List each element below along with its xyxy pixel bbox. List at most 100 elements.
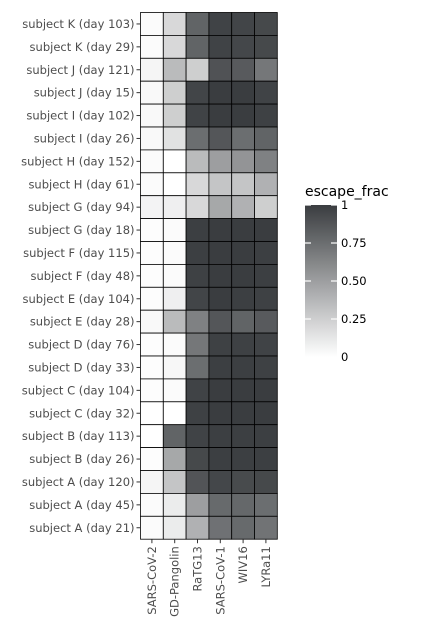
y-tick-label: subject A (day 21) bbox=[29, 521, 134, 535]
heatmap-cell bbox=[162, 35, 187, 59]
heatmap-cell bbox=[208, 378, 233, 403]
legend-tick-label: 1 bbox=[341, 198, 348, 212]
heatmap-cell bbox=[254, 241, 278, 265]
y-tick-label: subject C (day 104) bbox=[22, 383, 135, 397]
heatmap-cell bbox=[254, 470, 278, 494]
y-tick-label: subject I (day 26) bbox=[34, 131, 135, 145]
heatmap-cell bbox=[208, 470, 233, 494]
heatmap-cell bbox=[208, 424, 233, 449]
heatmap-cell bbox=[185, 241, 210, 265]
heatmap-cell bbox=[231, 263, 255, 288]
heatmap-cell bbox=[140, 57, 164, 82]
heatmap-cell bbox=[185, 263, 210, 288]
heatmap-cell bbox=[254, 447, 278, 471]
heatmap-cell bbox=[185, 218, 210, 242]
legend-title: escape_frac bbox=[305, 184, 389, 200]
heatmap-cell bbox=[231, 241, 255, 265]
heatmap-cell bbox=[162, 424, 187, 449]
y-axis-labels: subject K (day 103) subject K (day 29) sub… bbox=[21, 17, 141, 535]
heatmap-cell bbox=[140, 355, 164, 380]
heatmap-cell bbox=[231, 470, 255, 494]
heatmap-cell bbox=[231, 515, 255, 540]
heatmap-cell bbox=[162, 126, 187, 151]
y-tick-label: subject F (day 115) bbox=[23, 246, 134, 260]
heatmap-cell bbox=[162, 401, 187, 426]
heatmap-cell bbox=[231, 57, 255, 82]
heatmap-cell bbox=[140, 218, 164, 242]
heatmap-cell bbox=[231, 401, 255, 426]
heatmap-cell bbox=[185, 149, 210, 174]
heatmap-cell bbox=[208, 195, 233, 219]
heatmap-cell bbox=[185, 332, 210, 357]
y-tick-label: subject I (day 102) bbox=[26, 109, 134, 123]
x-tick-label: LYRa11 bbox=[259, 546, 273, 587]
x-tick-label: GD-Pangolin bbox=[168, 546, 182, 617]
legend-tick-label: 0.75 bbox=[341, 236, 367, 250]
heatmap-cell bbox=[208, 492, 233, 517]
y-tick-label: subject G (day 18) bbox=[28, 223, 134, 237]
heatmap-cell bbox=[162, 378, 187, 403]
y-tick-label: subject B (day 26) bbox=[29, 452, 134, 466]
heatmap-cell bbox=[208, 57, 233, 82]
heatmap-cell bbox=[208, 401, 233, 426]
heatmap-cell bbox=[162, 470, 187, 494]
heatmap-cell bbox=[231, 492, 255, 517]
heatmap-cell bbox=[140, 195, 164, 219]
y-tick-label: subject E (day 104) bbox=[23, 292, 135, 306]
heatmap-cell bbox=[162, 149, 187, 174]
heatmap-cell bbox=[162, 241, 187, 265]
heatmap-cell bbox=[140, 515, 164, 540]
heatmap-cell bbox=[254, 80, 278, 105]
heatmap-cell bbox=[162, 286, 187, 311]
heatmap-cell bbox=[162, 12, 187, 36]
heatmap-cell bbox=[254, 378, 278, 403]
heatmap-cell bbox=[185, 401, 210, 426]
heatmap-cell bbox=[185, 515, 210, 540]
heatmap-cell bbox=[208, 218, 233, 242]
y-tick-label: subject E (day 28) bbox=[30, 315, 135, 329]
y-tick-label: subject G (day 94) bbox=[28, 200, 134, 214]
heatmap-cell bbox=[140, 80, 164, 105]
heatmap-cell bbox=[208, 80, 233, 105]
y-tick-label: subject F (day 48) bbox=[30, 269, 134, 283]
heatmap-cell bbox=[254, 57, 278, 82]
heatmap-cell bbox=[254, 424, 278, 449]
heatmap-cell bbox=[254, 195, 278, 219]
heatmap-cell bbox=[231, 172, 255, 197]
heatmap-cell bbox=[185, 57, 210, 82]
y-tick-label: subject H (day 152) bbox=[21, 154, 134, 168]
heatmap-cell bbox=[231, 378, 255, 403]
heatmap-cell bbox=[231, 309, 255, 334]
heatmap-cell bbox=[231, 149, 255, 174]
heatmap-cell bbox=[254, 126, 278, 151]
y-tick-label: subject D (day 76) bbox=[28, 338, 134, 352]
heatmap-cell bbox=[162, 309, 187, 334]
heatmap-cell bbox=[185, 355, 210, 380]
y-tick-label: subject K (day 103) bbox=[22, 17, 134, 31]
heatmap-cell bbox=[185, 126, 210, 151]
heatmap-cell bbox=[208, 126, 233, 151]
heatmap-cell bbox=[208, 172, 233, 197]
heatmap-cell bbox=[162, 492, 187, 517]
heatmap-cell bbox=[162, 103, 187, 128]
heatmap-cell bbox=[208, 309, 233, 334]
y-tick-label: subject D (day 33) bbox=[28, 360, 134, 374]
heatmap-cells bbox=[140, 12, 278, 540]
heatmap-cell bbox=[231, 103, 255, 128]
heatmap-cell bbox=[254, 263, 278, 288]
heatmap-cell bbox=[208, 447, 233, 471]
y-tick-label: subject K (day 29) bbox=[30, 40, 135, 54]
y-tick-label: subject A (day 45) bbox=[29, 498, 134, 512]
heatmap-cell bbox=[254, 218, 278, 242]
heatmap-cell bbox=[231, 286, 255, 311]
heatmap-cell bbox=[231, 80, 255, 105]
heatmap-cell bbox=[185, 80, 210, 105]
heatmap-cell bbox=[208, 355, 233, 380]
heatmap-cell bbox=[231, 126, 255, 151]
heatmap-cell bbox=[140, 492, 164, 517]
y-tick-label: subject J (day 121) bbox=[26, 63, 134, 77]
x-tick-label: SARS-CoV-1 bbox=[213, 546, 227, 615]
heatmap-cell bbox=[231, 35, 255, 59]
legend-ticks: 0 0.25 0.50 0.75 1 bbox=[305, 198, 367, 364]
heatmap-cell bbox=[162, 172, 187, 197]
